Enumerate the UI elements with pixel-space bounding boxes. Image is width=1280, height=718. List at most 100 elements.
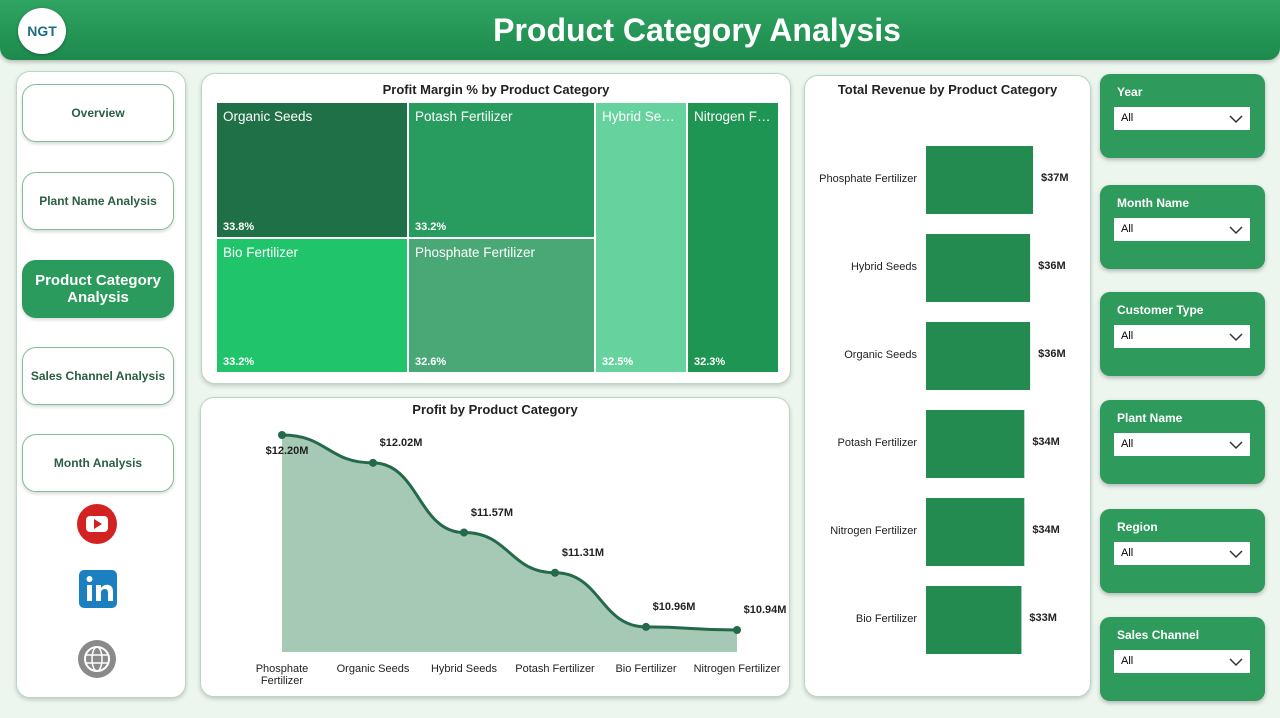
value-label: $37M — [1041, 172, 1069, 184]
filter-label: Month Name — [1117, 196, 1189, 210]
treemap-tile: Hybrid Seeds 32.5% — [596, 103, 686, 372]
x-tick-label: Phosphate Fertilizer — [255, 663, 309, 687]
y-tick-label: Hybrid Seeds — [850, 261, 917, 273]
x-tick-label: Potash Fertilizer — [515, 663, 595, 675]
filter-label: Region — [1117, 520, 1158, 534]
value-label: $34M — [1032, 524, 1060, 536]
filter-label: Plant Name — [1117, 411, 1183, 425]
value-label: $12.02M — [379, 436, 423, 449]
filter-dropdown[interactable]: All — [1114, 107, 1250, 130]
filter-value: All — [1121, 223, 1134, 235]
tile-label: Bio Fertilizer — [223, 245, 299, 260]
filter-value: All — [1121, 655, 1134, 667]
chevron — [1229, 333, 1243, 342]
tile-label: Hybrid Seeds — [602, 109, 682, 124]
bar — [926, 410, 1025, 478]
filter-value: All — [1121, 112, 1134, 124]
chart-title: Profit Margin % by Product Category — [382, 82, 610, 97]
value-label: $12.20M — [265, 445, 309, 457]
y-tick-label: Phosphate Fertilizer — [819, 173, 917, 185]
x-tick-label: Nitrogen Fertilizer — [693, 663, 781, 675]
filter-card: Region All — [1100, 509, 1265, 593]
chevron — [1229, 115, 1243, 124]
filter-card: Customer Type All — [1100, 292, 1265, 376]
y-tick-label: Organic Seeds — [844, 349, 917, 361]
y-tick-label: Nitrogen Fertilizer — [830, 525, 917, 537]
chevron — [1229, 441, 1243, 450]
y-tick-label: Bio Fertilizer — [855, 613, 917, 625]
filter-dropdown[interactable]: All — [1114, 542, 1250, 565]
treemap-tile: Phosphate Fertilizer 32.6% — [409, 239, 594, 372]
filter-dropdown[interactable]: All — [1114, 433, 1250, 456]
point — [278, 431, 286, 439]
chevron-path — [1229, 115, 1243, 124]
x-tick-label: Hybrid Seeds — [430, 663, 498, 675]
filter-dropdown[interactable]: All — [1114, 218, 1250, 241]
linkedin-n — [96, 584, 113, 601]
filter-value: All — [1121, 438, 1134, 450]
chevron-path — [1229, 658, 1243, 667]
y-tick-label: Potash Fertilizer — [837, 437, 917, 449]
filter-dropdown[interactable]: All — [1114, 325, 1250, 348]
header-bar — [0, 0, 1280, 60]
tile-label: Organic Seeds — [223, 109, 313, 124]
filter-label: Customer Type — [1117, 303, 1204, 317]
x-tick-label: Organic Seeds — [336, 663, 410, 675]
filter-value: All — [1121, 547, 1134, 559]
treemap-tile: Bio Fertilizer 33.2% — [217, 239, 407, 372]
chart-title: Profit by Product Category — [412, 402, 578, 417]
value-label: $34M — [1032, 436, 1060, 448]
point — [733, 626, 741, 634]
web-icon[interactable] — [78, 640, 116, 678]
point — [551, 568, 559, 577]
chevron-path — [1229, 550, 1243, 559]
value-label: $10.96M — [652, 600, 696, 613]
youtube-triangle — [94, 519, 102, 529]
tile-value: 32.6% — [415, 356, 447, 368]
nav-button[interactable]: Sales Channel Analysis — [22, 347, 174, 405]
treemap-tile: Organic Seeds 33.8% — [217, 103, 407, 237]
chevron — [1229, 550, 1243, 559]
tile-label: Nitrogen Fertilizer — [694, 109, 774, 124]
bar — [926, 322, 1031, 390]
treemap-tile: Potash Fertilizer 33.2% — [409, 103, 594, 237]
chevron-path — [1229, 333, 1243, 342]
tile-value: 33.2% — [415, 221, 447, 233]
page-title: Product Category Analysis — [493, 12, 901, 48]
filter-card: Sales Channel All — [1100, 617, 1265, 701]
value-label: $11.57M — [470, 506, 514, 519]
point — [369, 458, 377, 467]
chevron-path — [1229, 226, 1243, 235]
chevron — [1229, 658, 1243, 667]
linkedin-dot — [86, 576, 93, 582]
chevron-path — [1229, 441, 1243, 450]
tile-value: 32.5% — [602, 356, 634, 368]
filter-label: Sales Channel — [1117, 628, 1200, 642]
bar — [926, 146, 1033, 214]
point — [642, 622, 650, 631]
nav-button[interactable]: Overview — [22, 84, 174, 142]
bar — [926, 586, 1022, 654]
social-icons — [77, 504, 117, 678]
x-tick-label: Bio Fertilizer — [615, 663, 677, 675]
chevron — [1229, 226, 1243, 235]
globe-meridian — [91, 646, 103, 672]
filter-value: All — [1121, 330, 1134, 342]
nav-button[interactable]: Product Category Analysis — [22, 260, 174, 318]
treemap-tile: Nitrogen Fertilizer 32.3% — [688, 103, 778, 372]
linkedin-i — [87, 585, 92, 601]
bar — [926, 234, 1031, 302]
filter-dropdown[interactable]: All — [1114, 650, 1250, 673]
bar — [926, 498, 1025, 566]
tile-label: Phosphate Fertilizer — [415, 245, 536, 260]
nav-button[interactable]: Month Analysis — [22, 434, 174, 492]
chart-title: Total Revenue by Product Category — [837, 82, 1058, 97]
point — [460, 528, 468, 537]
value-label: $36M — [1038, 348, 1066, 360]
area-fill — [282, 435, 737, 652]
nav-button[interactable]: Plant Name Analysis — [22, 172, 174, 230]
value-label: $36M — [1038, 260, 1066, 272]
filter-label: Year — [1117, 85, 1143, 99]
